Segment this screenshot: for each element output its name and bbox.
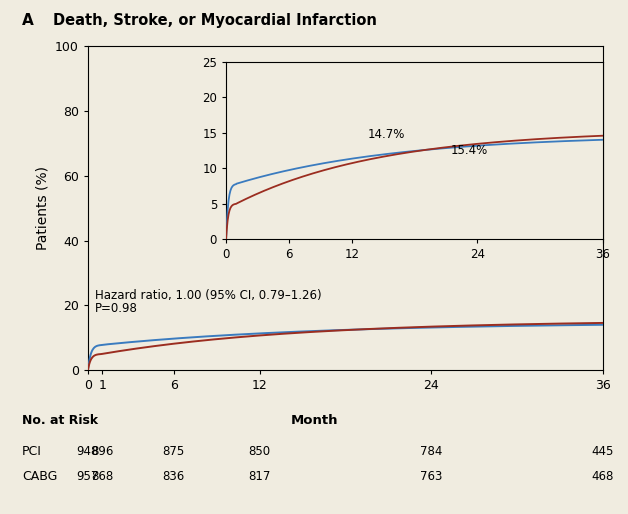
Text: 957: 957 <box>77 470 99 483</box>
Text: 14.7%: 14.7% <box>367 128 405 141</box>
Text: 948: 948 <box>77 445 99 457</box>
Text: 896: 896 <box>91 445 114 457</box>
Text: 784: 784 <box>420 445 442 457</box>
Text: Hazard ratio, 1.00 (95% CI, 0.79–1.26): Hazard ratio, 1.00 (95% CI, 0.79–1.26) <box>95 289 322 302</box>
Text: CABG: CABG <box>22 470 57 483</box>
Text: 763: 763 <box>420 470 442 483</box>
Text: No. at Risk: No. at Risk <box>22 414 98 427</box>
Text: 875: 875 <box>163 445 185 457</box>
Text: Death, Stroke, or Myocardial Infarction: Death, Stroke, or Myocardial Infarction <box>53 13 377 28</box>
Text: 817: 817 <box>249 470 271 483</box>
Text: Month: Month <box>290 414 338 427</box>
Text: 468: 468 <box>592 470 614 483</box>
Text: 868: 868 <box>91 470 113 483</box>
Text: 15.4%: 15.4% <box>451 144 489 157</box>
Text: A: A <box>22 13 34 28</box>
Text: 850: 850 <box>249 445 271 457</box>
Text: 445: 445 <box>592 445 614 457</box>
Y-axis label: Patients (%): Patients (%) <box>35 166 50 250</box>
Text: 836: 836 <box>163 470 185 483</box>
Text: PCI: PCI <box>22 445 42 457</box>
Text: P=0.98: P=0.98 <box>95 302 138 315</box>
